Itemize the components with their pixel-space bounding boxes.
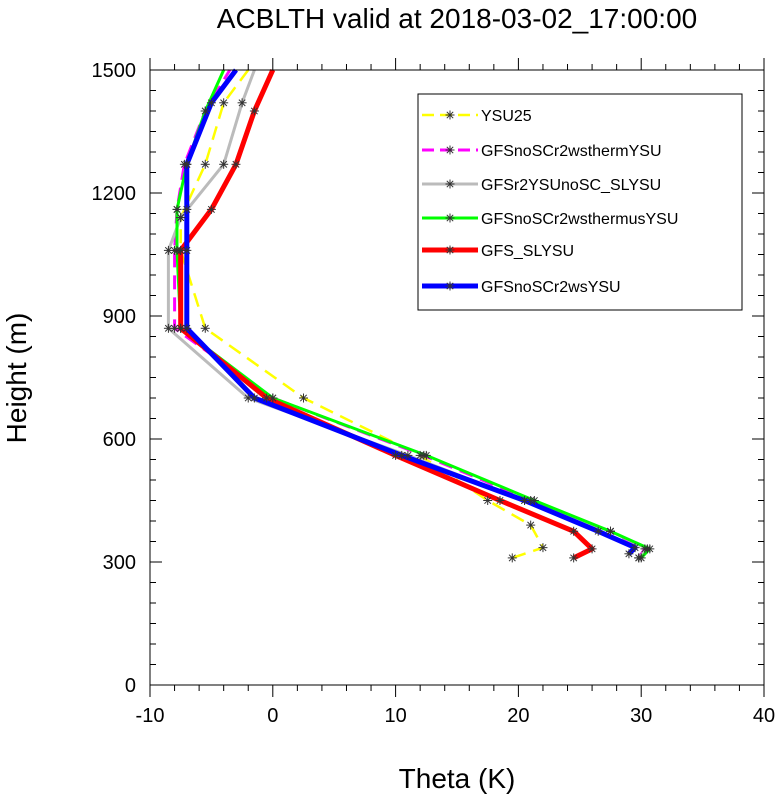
y-tick-label: 300 xyxy=(103,552,136,574)
data-point xyxy=(397,450,407,460)
data-point xyxy=(219,159,229,169)
legend-label: GFSnoSCr2wsYSU xyxy=(481,279,621,296)
data-point xyxy=(182,159,192,169)
series-markers-GFSnoSCr2wsYSU xyxy=(182,98,640,559)
x-tick-label: 40 xyxy=(753,705,775,727)
data-point xyxy=(529,496,539,505)
data-point xyxy=(520,496,530,505)
series-YSU25 xyxy=(179,69,545,560)
data-point xyxy=(182,245,192,255)
data-point xyxy=(206,98,216,108)
data-point xyxy=(587,544,597,554)
data-point xyxy=(483,496,493,505)
data-point xyxy=(163,245,173,255)
series-markers-GFS_SLYSU xyxy=(176,106,597,563)
data-point xyxy=(569,553,579,563)
legend-label: YSU25 xyxy=(481,108,532,125)
legend-label: GFSnoSCr2wsthermusYSU xyxy=(481,211,678,228)
data-point xyxy=(249,393,259,403)
legend-marker xyxy=(445,110,455,120)
legend-marker xyxy=(445,213,455,223)
data-point xyxy=(569,526,579,536)
data-point xyxy=(593,526,603,536)
x-tick-label: -10 xyxy=(136,705,165,727)
y-axis-label: Height (m) xyxy=(1,313,32,444)
legend-item-YSU25: YSU25 xyxy=(422,108,532,125)
legend: YSU25 GFSnoSCr2wsthermYSU GFSr2YSUnoSC_SLY… xyxy=(417,93,743,311)
data-point xyxy=(624,549,634,559)
data-point xyxy=(176,245,186,255)
data-point xyxy=(163,323,173,333)
data-point xyxy=(403,450,413,460)
data-point xyxy=(606,526,615,536)
y-tick-label: 1500 xyxy=(92,60,137,82)
data-point xyxy=(526,520,536,530)
data-point xyxy=(176,213,186,223)
data-point xyxy=(538,543,548,553)
series-line xyxy=(179,69,545,560)
legend-item-GFSnoSCr2wsthermYSU: GFSnoSCr2wsthermYSU xyxy=(422,143,662,160)
data-point xyxy=(636,553,646,563)
legend-marker xyxy=(445,281,455,291)
x-axis-label: Theta (K) xyxy=(399,763,516,794)
data-point xyxy=(630,543,640,553)
data-point xyxy=(231,159,241,169)
data-point xyxy=(182,204,192,214)
chart-title: ACBLTH valid at 2018-03-02_17:00:00 xyxy=(217,3,697,34)
data-point xyxy=(200,323,210,333)
x-tick-label: 0 xyxy=(267,705,278,727)
x-tick-label: 30 xyxy=(630,705,652,727)
data-point xyxy=(299,393,308,403)
legend-marker xyxy=(445,145,455,155)
legend-marker xyxy=(445,245,455,255)
legend-items: YSU25 GFSnoSCr2wsthermYSU GFSr2YSUnoSC_SLY… xyxy=(422,108,678,296)
data-point xyxy=(200,159,210,169)
y-tick-label: 900 xyxy=(103,306,136,328)
data-point xyxy=(507,553,517,563)
data-point xyxy=(268,393,278,403)
x-tick-label: 10 xyxy=(384,705,406,727)
legend-label: GFSr2YSUnoSC_SLYSU xyxy=(481,177,661,194)
y-tick-label: 600 xyxy=(103,429,136,451)
data-point xyxy=(645,544,655,554)
series-GFSnoSCr2wsYSU xyxy=(184,68,638,556)
data-point xyxy=(421,450,431,460)
axes xyxy=(149,58,765,697)
plot-area xyxy=(163,68,655,563)
legend-item-GFSr2YSUnoSC_SLYSU: GFSr2YSUnoSC_SLYSU xyxy=(422,177,661,194)
y-tick-label: 1200 xyxy=(92,183,137,205)
legend-label: GFS_SLYSU xyxy=(481,243,574,260)
series-line xyxy=(184,68,638,556)
data-point xyxy=(249,106,259,116)
data-point xyxy=(219,98,229,108)
legend-item-GFSnoSCr2wsYSU: GFSnoSCr2wsYSU xyxy=(422,279,621,296)
data-point xyxy=(182,323,192,333)
legend-item-GFSnoSCr2wsthermusYSU: GFSnoSCr2wsthermusYSU xyxy=(422,211,678,228)
legend-label: GFSnoSCr2wsthermYSU xyxy=(481,143,662,160)
legend-item-GFS_SLYSU: GFS_SLYSU xyxy=(422,243,574,260)
data-point xyxy=(495,496,505,505)
y-tick-label: 0 xyxy=(125,675,136,697)
legend-marker xyxy=(445,179,455,189)
data-point xyxy=(237,98,247,108)
data-point xyxy=(262,393,272,403)
data-point xyxy=(200,106,210,116)
data-point xyxy=(172,204,182,214)
x-tick-label: 20 xyxy=(507,705,529,727)
legend-box xyxy=(417,93,743,311)
data-point xyxy=(206,204,216,214)
